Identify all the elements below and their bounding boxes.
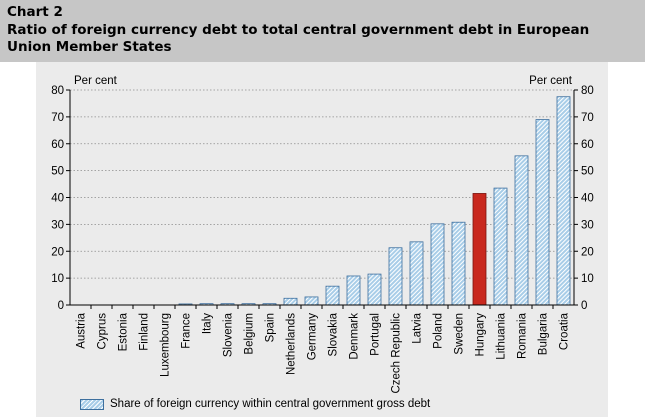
x-tick-label-austria: Austria: [76, 312, 88, 348]
x-tick-label-italy: Italy: [202, 313, 214, 334]
y-tick-label-right-0: 0: [581, 300, 587, 312]
x-tick-label-sweden: Sweden: [454, 313, 466, 355]
bar-latvia: [409, 241, 424, 306]
x-tick-label-bulgaria: Bulgaria: [538, 312, 550, 355]
x-tick-label-germany: Germany: [307, 313, 319, 361]
bar-germany: [304, 296, 319, 306]
x-tick-label-croatia: Croatia: [559, 312, 571, 350]
legend: Share of foreign currency within central…: [80, 398, 430, 410]
chart-title: Ratio of foreign currency debt to total …: [7, 22, 590, 55]
x-tick-label-hungary: Hungary: [475, 313, 487, 357]
bar-portugal: [367, 273, 382, 306]
x-tick-label-belgium: Belgium: [244, 313, 256, 355]
y-tick-label-left-40: 40: [51, 193, 64, 205]
y-axis-label-right: Per cent: [529, 75, 573, 87]
y-tick-label-right-80: 80: [581, 85, 594, 97]
x-tick-label-spain: Spain: [265, 313, 277, 342]
x-tick-label-czech-republic: Czech Republic: [391, 313, 403, 394]
y-tick-label-left-60: 60: [51, 139, 64, 151]
x-tick-label-poland: Poland: [433, 313, 445, 349]
y-tick-label-left-80: 80: [51, 85, 64, 97]
bar-denmark: [346, 275, 361, 306]
bar-slovakia: [325, 285, 340, 306]
x-tick-label-france: France: [181, 313, 193, 349]
x-tick-label-portugal: Portugal: [370, 313, 382, 356]
x-tick-label-lithuania: Lithuania: [496, 312, 508, 359]
x-tick-label-estonia: Estonia: [118, 312, 130, 351]
y-tick-label-left-50: 50: [51, 166, 64, 178]
bar-sweden: [451, 221, 466, 306]
bar-lithuania: [493, 187, 508, 306]
plot-area: [36, 62, 608, 417]
bar-hungary: [472, 193, 487, 306]
y-tick-label-left-70: 70: [51, 112, 64, 124]
x-tick-label-finland: Finland: [139, 313, 151, 351]
bar-croatia: [556, 96, 571, 306]
y-tick-label-right-30: 30: [581, 219, 594, 231]
y-tick-label-right-70: 70: [581, 112, 594, 124]
x-tick-label-slovakia: Slovakia: [328, 312, 340, 356]
x-tick-label-slovenia: Slovenia: [223, 312, 235, 357]
y-tick-label-left-0: 0: [58, 300, 64, 312]
bar-poland: [430, 223, 445, 306]
y-tick-label-right-20: 20: [581, 246, 594, 258]
y-tick-label-left-10: 10: [51, 273, 64, 285]
bar-netherlands: [283, 297, 298, 306]
x-tick-label-cyprus: Cyprus: [97, 313, 109, 350]
chart-number: Chart 2: [7, 4, 63, 20]
y-tick-label-right-40: 40: [581, 193, 594, 205]
legend-swatch: [80, 398, 104, 410]
y-tick-label-left-20: 20: [51, 246, 64, 258]
x-tick-label-romania: Romania: [517, 312, 529, 359]
bar-romania: [514, 155, 529, 306]
x-tick-label-netherlands: Netherlands: [286, 313, 298, 375]
y-tick-label-left-30: 30: [51, 219, 64, 231]
bar-czech-republic: [388, 247, 403, 306]
y-tick-label-right-10: 10: [581, 273, 594, 285]
bar-bulgaria: [535, 119, 550, 306]
y-tick-label-right-60: 60: [581, 139, 594, 151]
x-tick-label-denmark: Denmark: [349, 313, 361, 360]
x-tick-label-luxembourg: Luxembourg: [160, 313, 172, 377]
y-axis-label-left: Per cent: [74, 75, 118, 87]
x-tick-label-latvia: Latvia: [412, 312, 424, 343]
chart-header: Chart 2 Ratio of foreign currency debt t…: [0, 0, 645, 62]
legend-label: Share of foreign currency within central…: [110, 398, 431, 410]
y-tick-label-right-50: 50: [581, 166, 594, 178]
